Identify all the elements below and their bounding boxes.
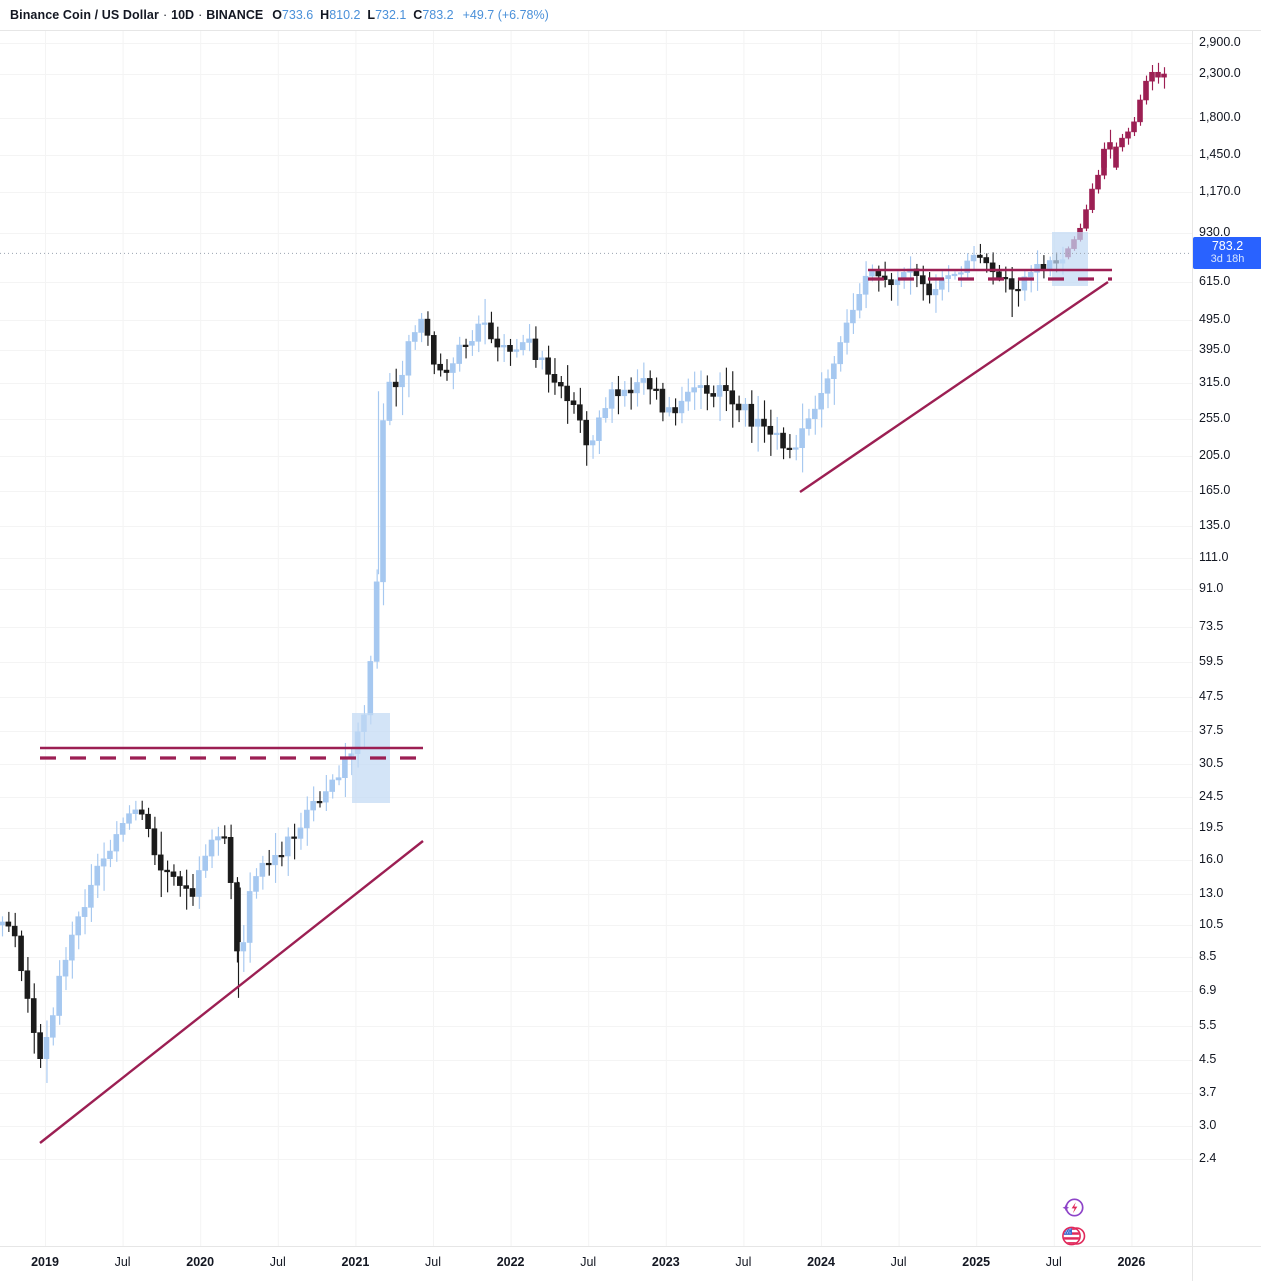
- price-tick-label: 2.4: [1199, 1151, 1217, 1165]
- time-tick-month: Jul: [114, 1255, 131, 1269]
- price-tick-label: 73.5: [1199, 619, 1224, 633]
- floating-action-buttons[interactable]: [1058, 1196, 1098, 1250]
- price-tick-label: 8.5: [1199, 949, 1217, 963]
- change-value: +49.7 (+6.78%): [462, 8, 549, 22]
- exchange-label[interactable]: BINANCE: [206, 8, 264, 22]
- close-value: 783.2: [422, 8, 454, 22]
- current-price-marker: 783.2 3d 18h: [1193, 237, 1261, 270]
- chart-gridlines: [0, 31, 1192, 1246]
- price-tick-label: 2,900.0: [1199, 35, 1241, 49]
- price-tick-label: 1,170.0: [1199, 184, 1241, 198]
- price-tick-label: 315.0: [1199, 375, 1231, 389]
- price-tick-label: 2,300.0: [1199, 66, 1241, 80]
- price-tick-label: 205.0: [1199, 448, 1231, 462]
- high-value: 810.2: [329, 8, 361, 22]
- time-tick-month: Jul: [580, 1255, 597, 1269]
- header-divider: [0, 30, 1261, 31]
- time-tick-year: 2026: [1117, 1255, 1146, 1269]
- bar-countdown: 3d 18h: [1210, 253, 1245, 266]
- price-tick-label: 30.5: [1199, 756, 1224, 770]
- time-tick-year: 2021: [341, 1255, 370, 1269]
- time-tick-year: 2024: [807, 1255, 835, 1269]
- price-tick-label: 615.0: [1199, 274, 1231, 288]
- price-tick-label: 395.0: [1199, 342, 1231, 356]
- time-tick-year: 2022: [496, 1255, 525, 1269]
- time-scale[interactable]: 2019 Jul 2020 Jul 2021 Jul 2022 Jul 2023 Jul 2024 J…: [0, 1246, 1261, 1281]
- legend-separator-2: ·: [198, 8, 203, 22]
- low-value: 732.1: [375, 8, 407, 22]
- price-tick-label: 5.5: [1199, 1018, 1217, 1032]
- time-tick-year: 2025: [962, 1255, 991, 1269]
- time-tick-month: Jul: [890, 1255, 907, 1269]
- price-tick-label: 16.0: [1199, 852, 1224, 866]
- current-price-value: 783.2: [1211, 239, 1244, 254]
- price-tick-label: 495.0: [1199, 312, 1231, 326]
- close-key: C: [413, 8, 423, 22]
- price-tick-label: 24.5: [1199, 789, 1224, 803]
- price-tick-label: 47.5: [1199, 689, 1224, 703]
- chart-plot-area[interactable]: [0, 31, 1192, 1246]
- price-tick-label: 13.0: [1199, 886, 1224, 900]
- legend-separator-1: ·: [162, 8, 168, 22]
- price-tick-label: 3.7: [1199, 1085, 1217, 1099]
- open-key: O: [272, 8, 282, 22]
- low-key: L: [367, 8, 376, 22]
- time-tick-year: 2023: [651, 1255, 680, 1269]
- time-tick-month: Jul: [1045, 1255, 1062, 1269]
- time-tick-month: Jul: [269, 1255, 286, 1269]
- time-tick-year: 2019: [31, 1255, 59, 1269]
- open-value: 733.6: [281, 8, 314, 22]
- resolution-label[interactable]: 10D: [171, 8, 195, 22]
- time-tick-month: Jul: [735, 1255, 752, 1269]
- high-key: H: [320, 8, 330, 22]
- ai-assistant-icon[interactable]: [1060, 1196, 1086, 1222]
- price-tick-label: 59.5: [1199, 654, 1224, 668]
- time-scale-divider: [1192, 1247, 1193, 1281]
- price-tick-label: 1,450.0: [1199, 147, 1241, 161]
- time-tick-month: Jul: [425, 1255, 441, 1269]
- price-tick-label: 135.0: [1199, 518, 1231, 532]
- ohlc-values: O733.6 H810.2 L732.1 C783.2: [272, 8, 453, 22]
- price-tick-label: 255.0: [1199, 411, 1231, 425]
- price-tick-label: 111.0: [1199, 550, 1229, 564]
- price-tick-label: 10.5: [1199, 917, 1224, 931]
- us-flag-icon[interactable]: [1060, 1223, 1086, 1249]
- price-tick-label: 930.0: [1199, 225, 1231, 239]
- chart-legend[interactable]: Binance Coin / US Dollar · 10D · BINANCE…: [0, 0, 1261, 30]
- symbol-title[interactable]: Binance Coin / US Dollar: [10, 8, 159, 22]
- price-tick-label: 165.0: [1199, 483, 1231, 497]
- price-tick-label: 4.5: [1199, 1052, 1217, 1066]
- price-scale[interactable]: USD 783.2 3d 18h 2,900.02,300.01,800.01,…: [1192, 5, 1261, 1246]
- price-tick-label: 37.5: [1199, 723, 1224, 737]
- time-tick-year: 2020: [186, 1255, 215, 1269]
- price-tick-label: 19.5: [1199, 820, 1224, 834]
- price-tick-label: 6.9: [1199, 983, 1217, 997]
- price-tick-label: 3.0: [1199, 1118, 1217, 1132]
- price-tick-label: 91.0: [1199, 581, 1224, 595]
- chart-drawings-overlay[interactable]: [0, 31, 1192, 1246]
- price-tick-label: 1,800.0: [1199, 110, 1241, 124]
